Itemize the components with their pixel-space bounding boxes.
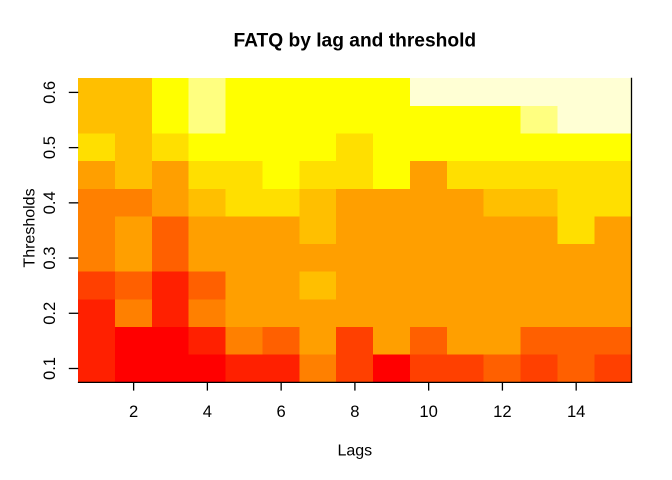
svg-text:8: 8 [350, 402, 359, 421]
svg-text:0.5: 0.5 [40, 136, 59, 159]
svg-text:FATQ by lag and threshold: FATQ by lag and threshold [233, 30, 476, 51]
svg-text:2: 2 [129, 402, 138, 421]
svg-text:Lags: Lags [337, 443, 372, 460]
svg-text:Thresholds: Thresholds [22, 188, 39, 267]
svg-text:12: 12 [493, 402, 511, 421]
svg-text:0.6: 0.6 [40, 81, 59, 104]
svg-text:0.3: 0.3 [40, 247, 59, 270]
svg-text:6: 6 [277, 402, 286, 421]
svg-text:0.1: 0.1 [40, 357, 59, 380]
svg-text:10: 10 [419, 402, 437, 421]
svg-text:0.2: 0.2 [40, 302, 59, 325]
svg-text:14: 14 [567, 402, 585, 421]
svg-text:4: 4 [203, 402, 212, 421]
svg-text:0.4: 0.4 [40, 191, 59, 214]
